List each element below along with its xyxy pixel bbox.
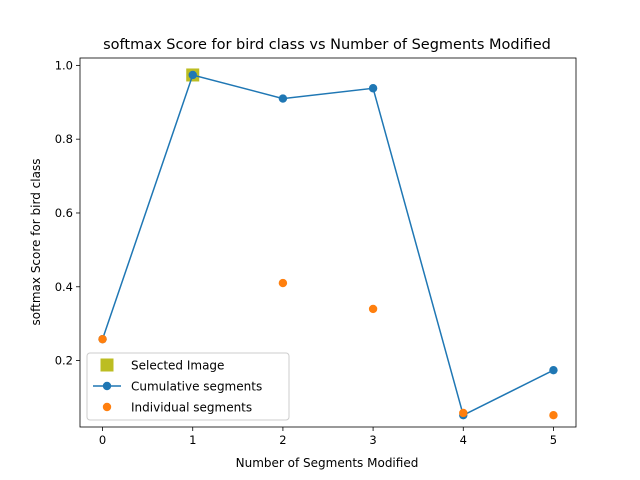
legend-selected-image-swatch (100, 358, 114, 372)
axes-frame (79, 57, 577, 428)
cumulative-segments-line (101, 74, 554, 417)
individual-segments-point (459, 408, 468, 418)
x-tick-label: 5 (550, 433, 557, 447)
legend-selected-image-label: Selected Image (131, 359, 224, 373)
x-tick-label: 2 (279, 433, 286, 447)
cumulative-segments-point (549, 365, 558, 375)
cumulative-segments-point (278, 94, 288, 103)
y-tick-label: 0.4 (55, 280, 73, 294)
cumulative-segments-point (368, 84, 378, 93)
chart-title: softmax Score for bird class vs Number o… (103, 37, 551, 53)
legend-cumulative-segments-swatch (102, 381, 112, 391)
legend: Selected Image Cumulative segments Individ… (86, 352, 290, 421)
individual-segments-point (368, 304, 378, 314)
legend-box (86, 352, 290, 421)
legend-individual-segments-label: Individual segments (131, 401, 252, 415)
y-axis-label: softmax Score for bird class (29, 159, 43, 326)
legend-individual-segments-swatch (102, 402, 112, 412)
individual-segments-point (278, 278, 288, 288)
legend-cumulative-segments-label: Cumulative segments (131, 380, 262, 394)
x-axis-label: Number of Segments Modified (236, 456, 419, 470)
x-tick-label: 0 (99, 433, 106, 447)
y-tick-label: 0.8 (55, 132, 73, 146)
x-tick-label: 4 (460, 433, 467, 447)
y-tick-label: 0.2 (55, 354, 73, 368)
individual-segments-point (98, 334, 107, 344)
cumulative-segments-point (188, 70, 197, 80)
x-tick-label: 1 (189, 433, 196, 447)
plot-area: 0 1 2 3 4 5 0.2 0.4 0.6 0.8 1.0 (55, 57, 577, 447)
y-tick-label: 1.0 (55, 58, 73, 72)
y-tick-label: 0.6 (55, 206, 73, 220)
x-tick-label: 3 (369, 433, 376, 447)
individual-segments-point (549, 410, 558, 420)
